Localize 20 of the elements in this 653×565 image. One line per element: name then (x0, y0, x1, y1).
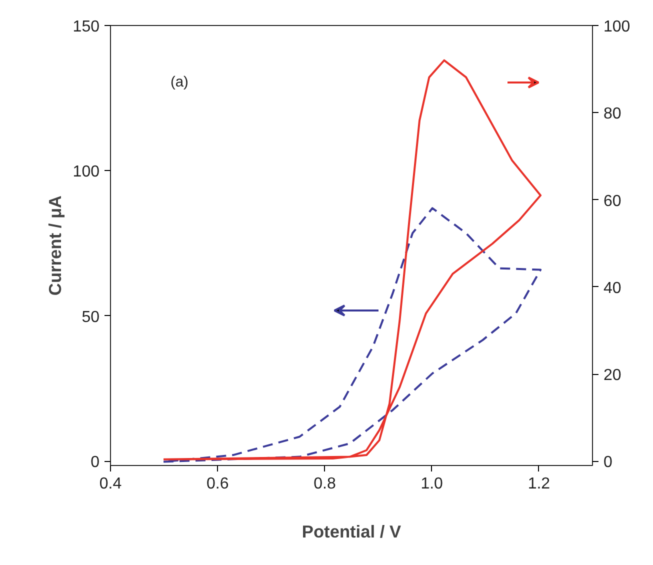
x-tick-label: 1.2 (528, 476, 550, 492)
x-tick-label: 0.6 (206, 476, 229, 492)
y2-tick-label: 40 (604, 280, 622, 297)
y2-tick-label: 0 (604, 454, 612, 472)
y-tick-label: 100 (72, 164, 100, 181)
y-tick-label: 150 (72, 18, 100, 36)
line-series (162, 59, 542, 460)
line-series (162, 207, 542, 463)
y2-tick-label: 80 (604, 106, 622, 123)
y2-tick-label: 60 (604, 192, 622, 210)
x-tick-label: 0.4 (99, 476, 122, 492)
y2-tick-label: 100 (604, 18, 630, 36)
x-tick-label: 1.0 (420, 476, 444, 492)
y-tick-label: 50 (82, 308, 100, 326)
x-axis-title: Potential / V (302, 522, 402, 542)
y-axis-title: Current / μA (44, 194, 65, 296)
y-tick-label: 0 (90, 454, 100, 472)
x-tick-label: 0.8 (314, 476, 336, 492)
y2-tick-label: 20 (604, 367, 622, 384)
annotation: (a) (170, 74, 188, 90)
